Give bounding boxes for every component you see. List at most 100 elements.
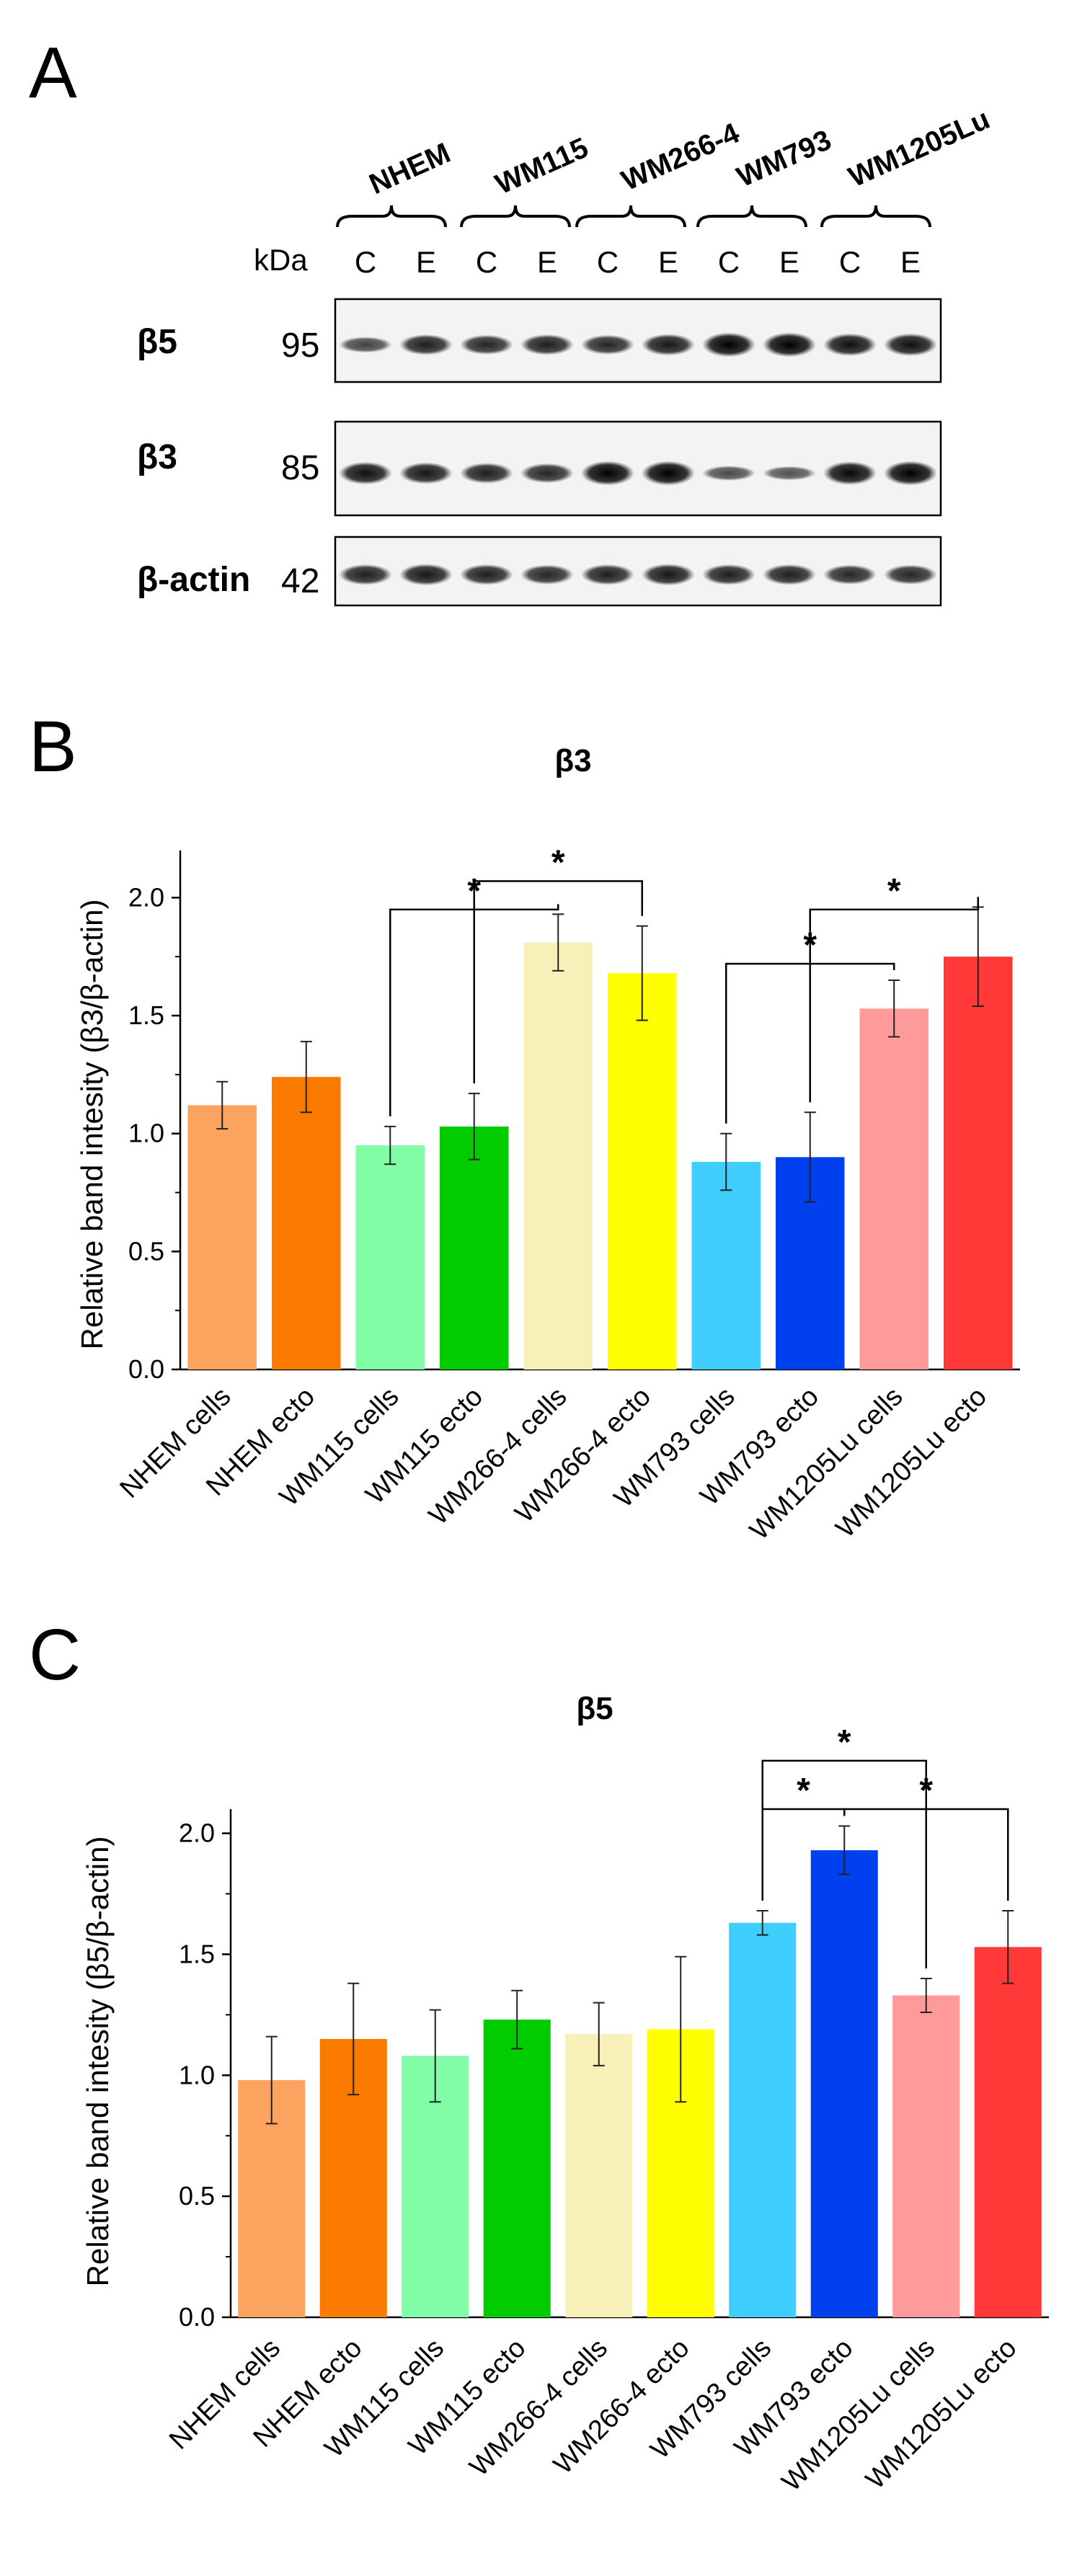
bar [523,942,593,1369]
y-tick-label: 2.0 [128,882,164,912]
significance-star: * [919,1772,933,1810]
kda-value-b5: 95 [281,327,319,365]
western-blot-panel: A NHEM WM115 WM266-4 WM793 WM1205Lu kDa … [29,32,995,607]
blot-band [642,334,695,356]
bar [271,1077,341,1369]
blot-band [460,564,513,585]
bar [943,956,1013,1369]
kda-value-b-actin: 42 [281,562,319,600]
significance-bracket [809,897,979,1103]
blot-band [702,466,755,481]
lane-label: E [537,245,557,279]
y-tick-label: 1.0 [128,1119,164,1148]
cell-line-label-wm793: WM793 [732,124,836,193]
lane-label: C [718,245,740,279]
blot-band [823,333,877,356]
bar [892,1995,960,2317]
cell-line-label-nhem: NHEM [365,137,455,200]
kda-value-b3: 85 [281,449,319,487]
x-category-label: WM1205Lu cells [776,2333,941,2497]
y-tick-label: 1.5 [128,1000,164,1030]
blot-band [884,333,937,356]
y-tick-label: 0.0 [128,1354,164,1384]
bar [729,1922,797,2317]
blot-band [763,564,816,585]
blot-band [763,332,816,357]
panel-label-b: B [29,706,77,787]
blot-band [399,462,453,484]
bar [810,1850,878,2317]
lane-group-braces [336,205,931,228]
blot-band [339,461,392,485]
panel-label-a: A [29,32,77,113]
blot-band [642,564,695,586]
panel-label-c: C [29,1615,81,1695]
blot-band [520,463,574,484]
lane-label: C [476,245,497,279]
protein-label-b5: β5 [137,323,177,361]
bar [691,1162,761,1369]
blot-band [581,461,634,486]
significance-star: * [797,1772,810,1810]
y-tick-label: 0.5 [128,1236,164,1266]
blot-band [520,334,574,355]
y-tick-label: 1.0 [179,2060,215,2089]
blot-band [884,461,937,486]
x-category-label: WM1205Lu ecto [830,1382,993,1544]
x-category-label: WM1205Lu ecto [860,2333,1022,2495]
blot-strips [334,298,942,607]
cell-line-label-wm1205lu: WM1205Lu [844,103,995,193]
cell-line-label-wm266-4: WM266-4 [617,117,745,197]
significance-bracket [761,1759,927,1968]
lane-label: C [355,245,376,279]
blot-band [642,461,695,486]
blot-band [339,564,392,585]
lane-group-brace [460,205,571,228]
blot-band [520,564,574,585]
lane-label: E [779,245,799,279]
significance-bracket [843,1808,1009,1901]
significance-star: * [551,844,565,882]
y-tick-label: 0.5 [179,2181,215,2211]
blot-band [823,461,877,485]
lane-label: E [658,245,678,279]
lane-label: C [839,245,861,279]
chart-title-b3: β3 [554,743,591,778]
blot-band [399,334,453,355]
kda-label: kDa [254,243,308,277]
protein-label-b3: β3 [137,438,177,476]
blot-band [581,334,634,355]
protein-label-b-actin: β-actin [137,561,250,599]
chart-title-b5: β5 [576,1691,613,1726]
bar [859,1008,929,1369]
significance-star: * [887,872,901,910]
lane-group-brace [575,205,686,228]
bar [565,2034,633,2317]
cell-line-label-wm115: WM115 [491,132,593,200]
bar [483,2020,551,2317]
lane-label: E [900,245,921,279]
chart-b3: B β3 Relative band intesity (β3/β-actin)… [29,706,1020,1546]
blot-band [702,332,755,357]
y-axis-label-b5: Relative band intesity (β5/β-actin) [81,1836,115,2287]
lane-label: C [597,245,619,279]
y-tick-label: 2.0 [179,1818,215,1848]
bar [607,973,677,1369]
lane-group-brace [696,205,807,228]
x-category-label: WM266-4 cells [464,2333,613,2482]
lane-group-brace [336,205,447,228]
blot-band [399,564,453,586]
x-category-label: WM1205Lu cells [744,1382,908,1546]
blot-band [702,564,755,585]
blot-band [763,466,816,481]
significance-star: * [838,1723,851,1762]
lane-group-brace [820,205,931,228]
y-axis-label-b3: Relative band intesity (β3/β-actin) [75,900,109,1350]
chart-b5: C β5 Relative band intesity (β5/β-actin)… [29,1615,1049,2497]
blot-band [460,334,513,355]
blot-band [339,337,392,353]
blot-band [884,564,937,585]
